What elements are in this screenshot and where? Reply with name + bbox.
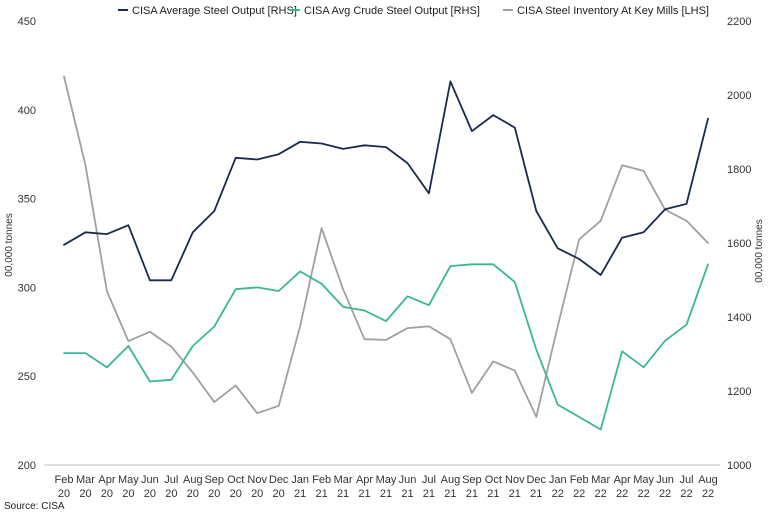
y-left-tick-label: 450 bbox=[18, 16, 36, 28]
x-tick-year: 21 bbox=[401, 488, 413, 500]
x-tick-year: 21 bbox=[530, 488, 542, 500]
y-left-tick-label: 400 bbox=[18, 105, 36, 117]
x-tick-month: Feb bbox=[55, 474, 74, 486]
x-tick-month: Mar bbox=[334, 474, 353, 486]
y-right-axis-title: 00,000 tonnes bbox=[754, 219, 765, 282]
x-tick-year: 21 bbox=[315, 488, 327, 500]
x-tick-month: Aug bbox=[441, 474, 461, 486]
y-right-tick-label: 1000 bbox=[727, 460, 751, 472]
x-tick-month: Apr bbox=[98, 474, 115, 486]
left-axis-ticks: 200 250 300 350 400 450 bbox=[18, 16, 36, 472]
x-tick-month: Dec bbox=[269, 474, 289, 486]
y-right-tick-label: 1400 bbox=[727, 312, 751, 324]
x-tick-year: 20 bbox=[273, 488, 285, 500]
x-tick-year: 21 bbox=[423, 488, 435, 500]
x-tick-year: 20 bbox=[251, 488, 263, 500]
x-tick-year: 21 bbox=[337, 488, 349, 500]
x-tick-month: Jul bbox=[680, 474, 694, 486]
x-tick-year: 20 bbox=[230, 488, 242, 500]
x-tick-year: 22 bbox=[595, 488, 607, 500]
x-tick-month: Feb bbox=[570, 474, 589, 486]
y-right-tick-label: 1600 bbox=[727, 238, 751, 250]
x-tick-year: 22 bbox=[573, 488, 585, 500]
source-note: Source: CISA bbox=[4, 501, 65, 512]
x-tick-year: 20 bbox=[165, 488, 177, 500]
y-right-tick-label: 1800 bbox=[727, 164, 751, 176]
y-left-tick-label: 200 bbox=[18, 460, 36, 472]
x-tick-month: Oct bbox=[485, 474, 502, 486]
x-tick-month: Jan bbox=[291, 474, 309, 486]
x-tick-year: 22 bbox=[552, 488, 564, 500]
y-right-tick-label: 2000 bbox=[727, 90, 751, 102]
y-right-tick-label: 2200 bbox=[727, 16, 751, 28]
x-tick-month: Apr bbox=[356, 474, 373, 486]
x-tick-month: Jan bbox=[549, 474, 567, 486]
x-tick-month: Mar bbox=[591, 474, 610, 486]
x-tick-year: 21 bbox=[466, 488, 478, 500]
legend-item-3: CISA Steel Inventory At Key Mills [LHS] bbox=[503, 5, 709, 17]
legend-label: CISA Avg Crude Steel Output [RHS] bbox=[304, 5, 480, 17]
legend-item-2: CISA Avg Crude Steel Output [RHS] bbox=[290, 5, 480, 17]
series-lines bbox=[63, 75, 709, 431]
x-tick-year: 20 bbox=[79, 488, 91, 500]
x-tick-month: Sep bbox=[462, 474, 482, 486]
x-tick-year: 22 bbox=[680, 488, 692, 500]
x-tick-year: 21 bbox=[380, 488, 392, 500]
x-tick-month: Sep bbox=[204, 474, 224, 486]
x-tick-month: May bbox=[118, 474, 139, 486]
x-tick-year: 20 bbox=[58, 488, 70, 500]
x-tick-year: 21 bbox=[358, 488, 370, 500]
x-tick-month: Aug bbox=[698, 474, 718, 486]
x-tick-month: Oct bbox=[227, 474, 244, 486]
x-axis-ticks: Feb 20 Mar 20 Apr 20 May 20 Jun 20 Jul 20 Aug 20 Sep 20… bbox=[55, 474, 718, 500]
x-tick-year: 21 bbox=[294, 488, 306, 500]
legend: CISA Average Steel Output [RHS] CISA Avg … bbox=[118, 5, 709, 17]
y-left-axis-title: 00,000 tonnes bbox=[4, 213, 15, 276]
x-tick-year: 20 bbox=[208, 488, 220, 500]
x-tick-month: Apr bbox=[614, 474, 631, 486]
x-tick-month: Jul bbox=[422, 474, 436, 486]
x-tick-month: May bbox=[376, 474, 397, 486]
x-tick-year: 21 bbox=[509, 488, 521, 500]
series-line-1 bbox=[63, 80, 709, 282]
x-tick-year: 20 bbox=[101, 488, 113, 500]
legend-label: CISA Steel Inventory At Key Mills [LHS] bbox=[517, 5, 709, 17]
x-tick-year: 22 bbox=[637, 488, 649, 500]
x-tick-month: Feb bbox=[312, 474, 331, 486]
x-tick-month: Jun bbox=[399, 474, 417, 486]
x-tick-month: May bbox=[633, 474, 654, 486]
legend-label: CISA Average Steel Output [RHS] bbox=[132, 5, 297, 17]
x-tick-year: 20 bbox=[144, 488, 156, 500]
legend-item-1: CISA Average Steel Output [RHS] bbox=[118, 5, 297, 17]
y-left-tick-label: 250 bbox=[18, 371, 36, 383]
x-tick-month: Aug bbox=[183, 474, 203, 486]
y-left-tick-label: 300 bbox=[18, 282, 36, 294]
right-axis-ticks: 1000 1200 1400 1600 1800 2000 2200 bbox=[727, 16, 751, 472]
x-tick-month: Dec bbox=[526, 474, 546, 486]
x-tick-month: Nov bbox=[247, 474, 267, 486]
x-tick-year: 21 bbox=[444, 488, 456, 500]
x-tick-year: 22 bbox=[702, 488, 714, 500]
x-tick-month: Jun bbox=[656, 474, 674, 486]
y-left-tick-label: 350 bbox=[18, 194, 36, 206]
x-tick-year: 22 bbox=[616, 488, 628, 500]
x-tick-year: 21 bbox=[487, 488, 499, 500]
x-tick-month: Jul bbox=[164, 474, 178, 486]
x-tick-month: Jun bbox=[141, 474, 159, 486]
x-tick-month: Nov bbox=[505, 474, 525, 486]
series-line-2 bbox=[63, 263, 709, 431]
y-right-tick-label: 1200 bbox=[727, 386, 751, 398]
x-tick-year: 20 bbox=[122, 488, 134, 500]
series-line-3 bbox=[63, 75, 709, 418]
x-tick-year: 22 bbox=[659, 488, 671, 500]
x-tick-year: 20 bbox=[187, 488, 199, 500]
x-tick-month: Mar bbox=[76, 474, 95, 486]
